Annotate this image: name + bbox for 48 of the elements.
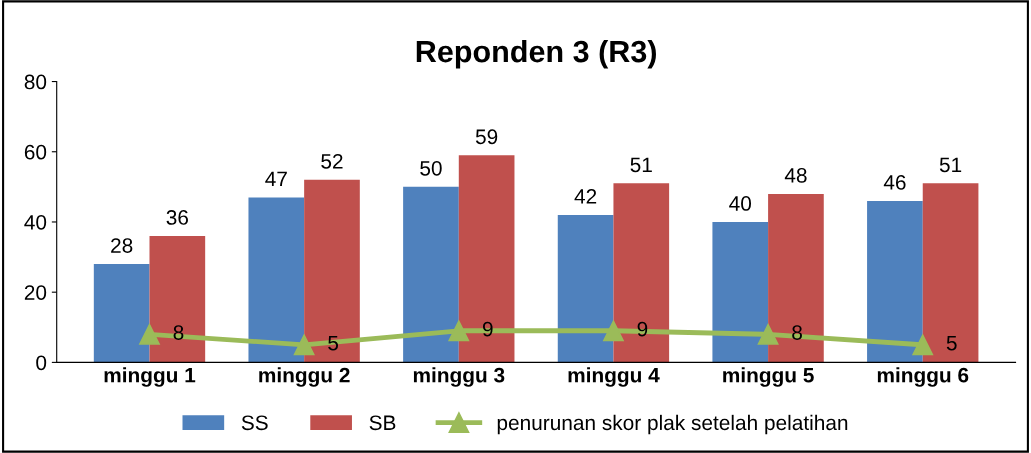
legend-label: SS (241, 415, 268, 431)
bar (403, 186, 459, 363)
bar (248, 197, 305, 363)
x-tick-label: minggu 2 (259, 367, 350, 387)
bar (922, 183, 979, 363)
data-label: 52 (321, 153, 343, 169)
bar (613, 183, 670, 363)
bar (867, 200, 923, 363)
bar (557, 214, 614, 363)
y-tick-label: 20 (24, 285, 47, 300)
data-label: 59 (475, 129, 498, 145)
data-label: 36 (166, 210, 188, 225)
x-tick-label: minggu 3 (413, 367, 505, 387)
x-tick-label: minggu 5 (723, 367, 814, 387)
bar (712, 221, 769, 363)
point (448, 320, 470, 342)
data-label: 50 (420, 160, 442, 176)
y-tick-label: 80 (24, 74, 47, 90)
point (757, 323, 779, 345)
y-tick-label: 0 (36, 355, 47, 371)
point (603, 320, 624, 342)
data-label: 46 (883, 175, 906, 190)
data-label: 28 (111, 238, 133, 253)
bar (768, 193, 824, 363)
bar (458, 155, 515, 363)
y-tick-label: 40 (24, 214, 47, 230)
data-label: 42 (574, 189, 597, 204)
y-tick-label: 60 (24, 144, 47, 160)
x-tick-label: minggu 1 (104, 367, 196, 387)
bar (304, 179, 360, 363)
data-label: 5 (328, 335, 339, 351)
data-label: 51 (630, 157, 652, 173)
legend-label: penurunan skor plak setelah pelatihan (497, 414, 848, 435)
data-label: 48 (784, 167, 807, 183)
data-label: 40 (729, 196, 752, 211)
data-label: 9 (482, 321, 493, 337)
data-label: 5 (946, 335, 957, 351)
x-tick-label: minggu 6 (877, 367, 969, 387)
data-label: 47 (265, 171, 287, 187)
chart-title: Reponden 3 (R3) (416, 39, 656, 69)
point (293, 334, 315, 356)
x-tick-label: minggu 4 (568, 367, 660, 387)
legend-label: SB (369, 415, 396, 431)
point (139, 323, 160, 345)
point (912, 334, 934, 356)
bar (93, 264, 150, 363)
bar (149, 236, 206, 363)
data-label: 51 (939, 157, 962, 173)
